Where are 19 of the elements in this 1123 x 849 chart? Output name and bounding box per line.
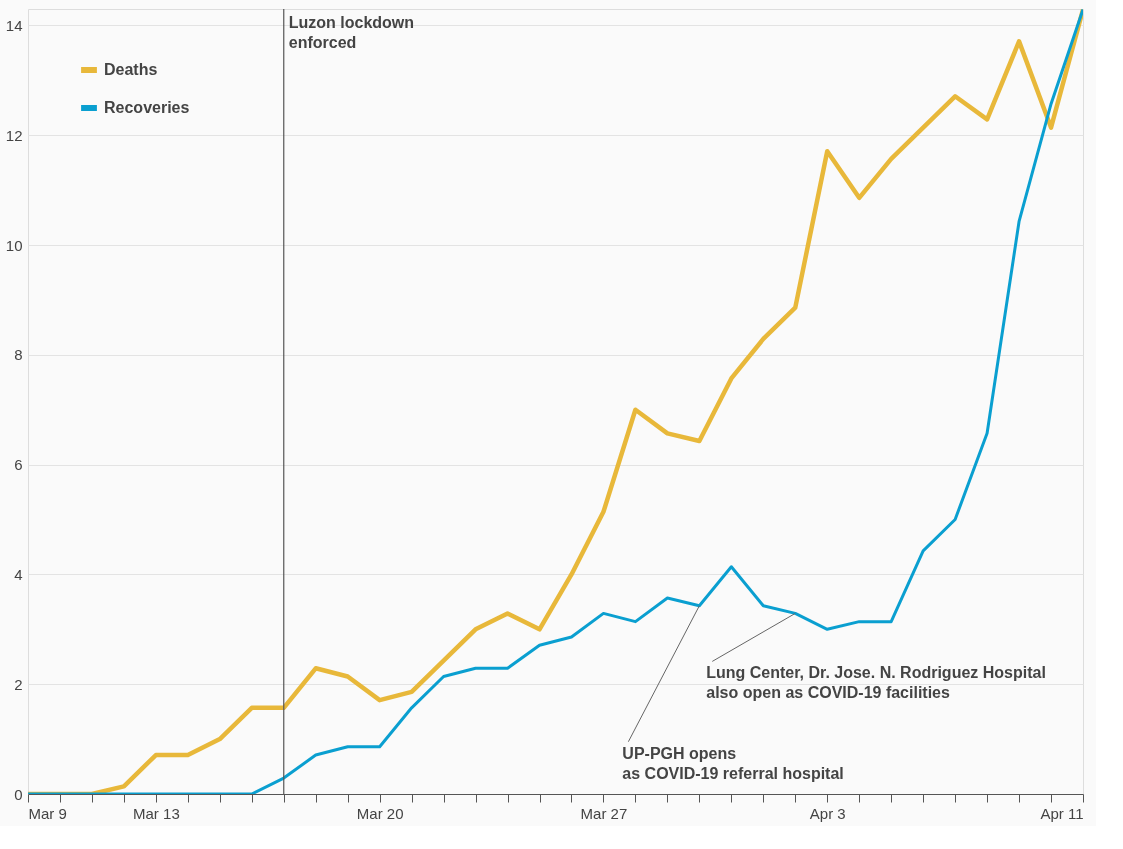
y-tick-label: 2 — [14, 675, 23, 693]
x-tick-label: Mar 20 — [356, 804, 404, 822]
annotation: Lung Center, Dr. Jose. N. Rodriguez Hospital also open as COVID-19 facilities — [706, 664, 1046, 702]
x-tick-label: Mar 13 — [133, 804, 180, 822]
y-tick-label: 8 — [14, 346, 23, 364]
x-tick-label: Mar 27 — [580, 804, 628, 822]
x-tick-label: Apr 11 — [1040, 804, 1084, 822]
legend-label: Recoveries — [104, 99, 190, 116]
annotation: UP-PGH opens as COVID-19 referral hospital — [622, 744, 844, 782]
y-tick-label: 12 — [5, 126, 23, 144]
y-tick-label: 10 — [5, 236, 23, 254]
y-tick-label: 4 — [14, 565, 23, 583]
ref-line-label: Luzon lockdown enforced — [288, 14, 415, 51]
y-tick-label: 14 — [5, 16, 23, 34]
x-tick-label: Apr 3 — [809, 804, 846, 822]
legend-label: Deaths — [104, 61, 158, 78]
x-tick-label: Mar 9 — [28, 804, 67, 822]
y-tick-label: 6 — [14, 456, 23, 474]
y-tick-label: 0 — [14, 785, 23, 803]
